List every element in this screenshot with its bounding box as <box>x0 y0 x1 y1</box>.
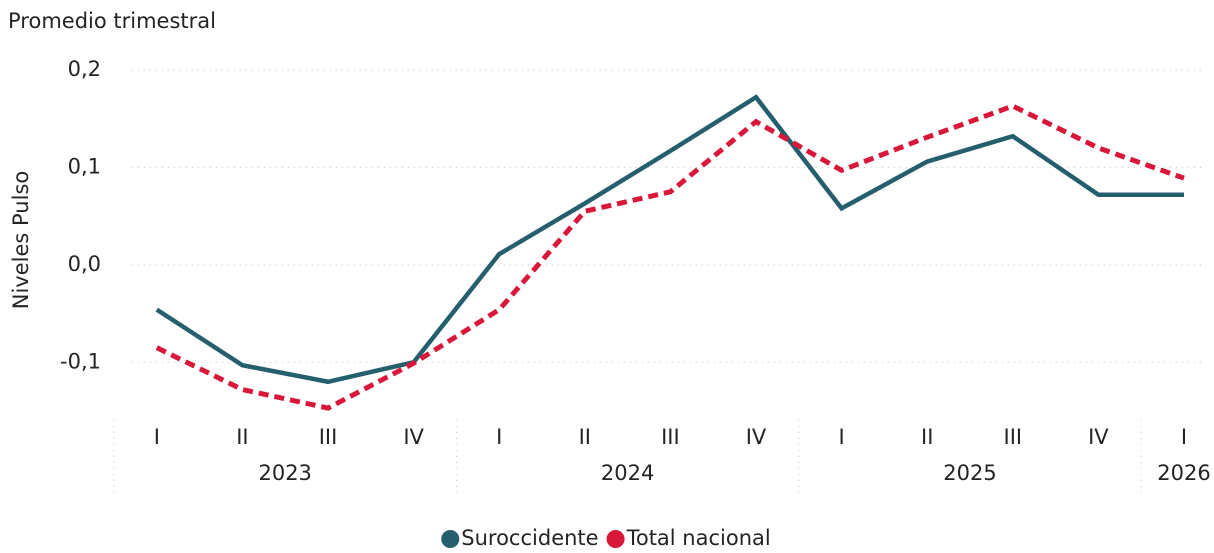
legend-label: Total nacional <box>626 526 771 550</box>
legend-marker <box>606 530 625 548</box>
x-group-label: 2025 <box>943 461 996 485</box>
y-axis-label: Niveles Pulso <box>9 171 33 310</box>
legend-marker <box>441 530 460 548</box>
x-group-label: 2024 <box>601 461 654 485</box>
legend-item: Total nacional <box>606 526 771 550</box>
x-tick-label: III <box>319 425 338 449</box>
x-tick-label: I <box>496 425 502 449</box>
x-tick-label: IV <box>746 425 767 449</box>
x-tick-label: II <box>236 425 248 449</box>
x-group-label: 2026 <box>1157 461 1210 485</box>
legend: Suroccidente Total nacional <box>441 526 771 550</box>
y-tick-label: 0,1 <box>68 154 101 178</box>
x-tick-label: IV <box>403 425 424 449</box>
x-tick-label: IV <box>1088 425 1109 449</box>
legend-item: Suroccidente <box>441 526 599 550</box>
series-line <box>155 94 1184 385</box>
y-tick-label: 0,0 <box>68 252 101 276</box>
x-tick-label: I <box>154 425 160 449</box>
x-tick-label: III <box>661 425 680 449</box>
chart-subtitle: Promedio trimestral <box>8 9 216 33</box>
series-line <box>155 103 1185 411</box>
y-tick-label: -0,1 <box>60 349 101 373</box>
x-tick-label: III <box>1004 425 1023 449</box>
x-tick-label: II <box>579 425 591 449</box>
x-tick-label: I <box>838 425 844 449</box>
x-group-label: 2023 <box>258 461 311 485</box>
legend-label: Suroccidente <box>461 526 598 550</box>
x-tick-label: I <box>1181 425 1187 449</box>
x-tick-label: II <box>921 425 933 449</box>
y-tick-label: 0,2 <box>68 57 101 81</box>
